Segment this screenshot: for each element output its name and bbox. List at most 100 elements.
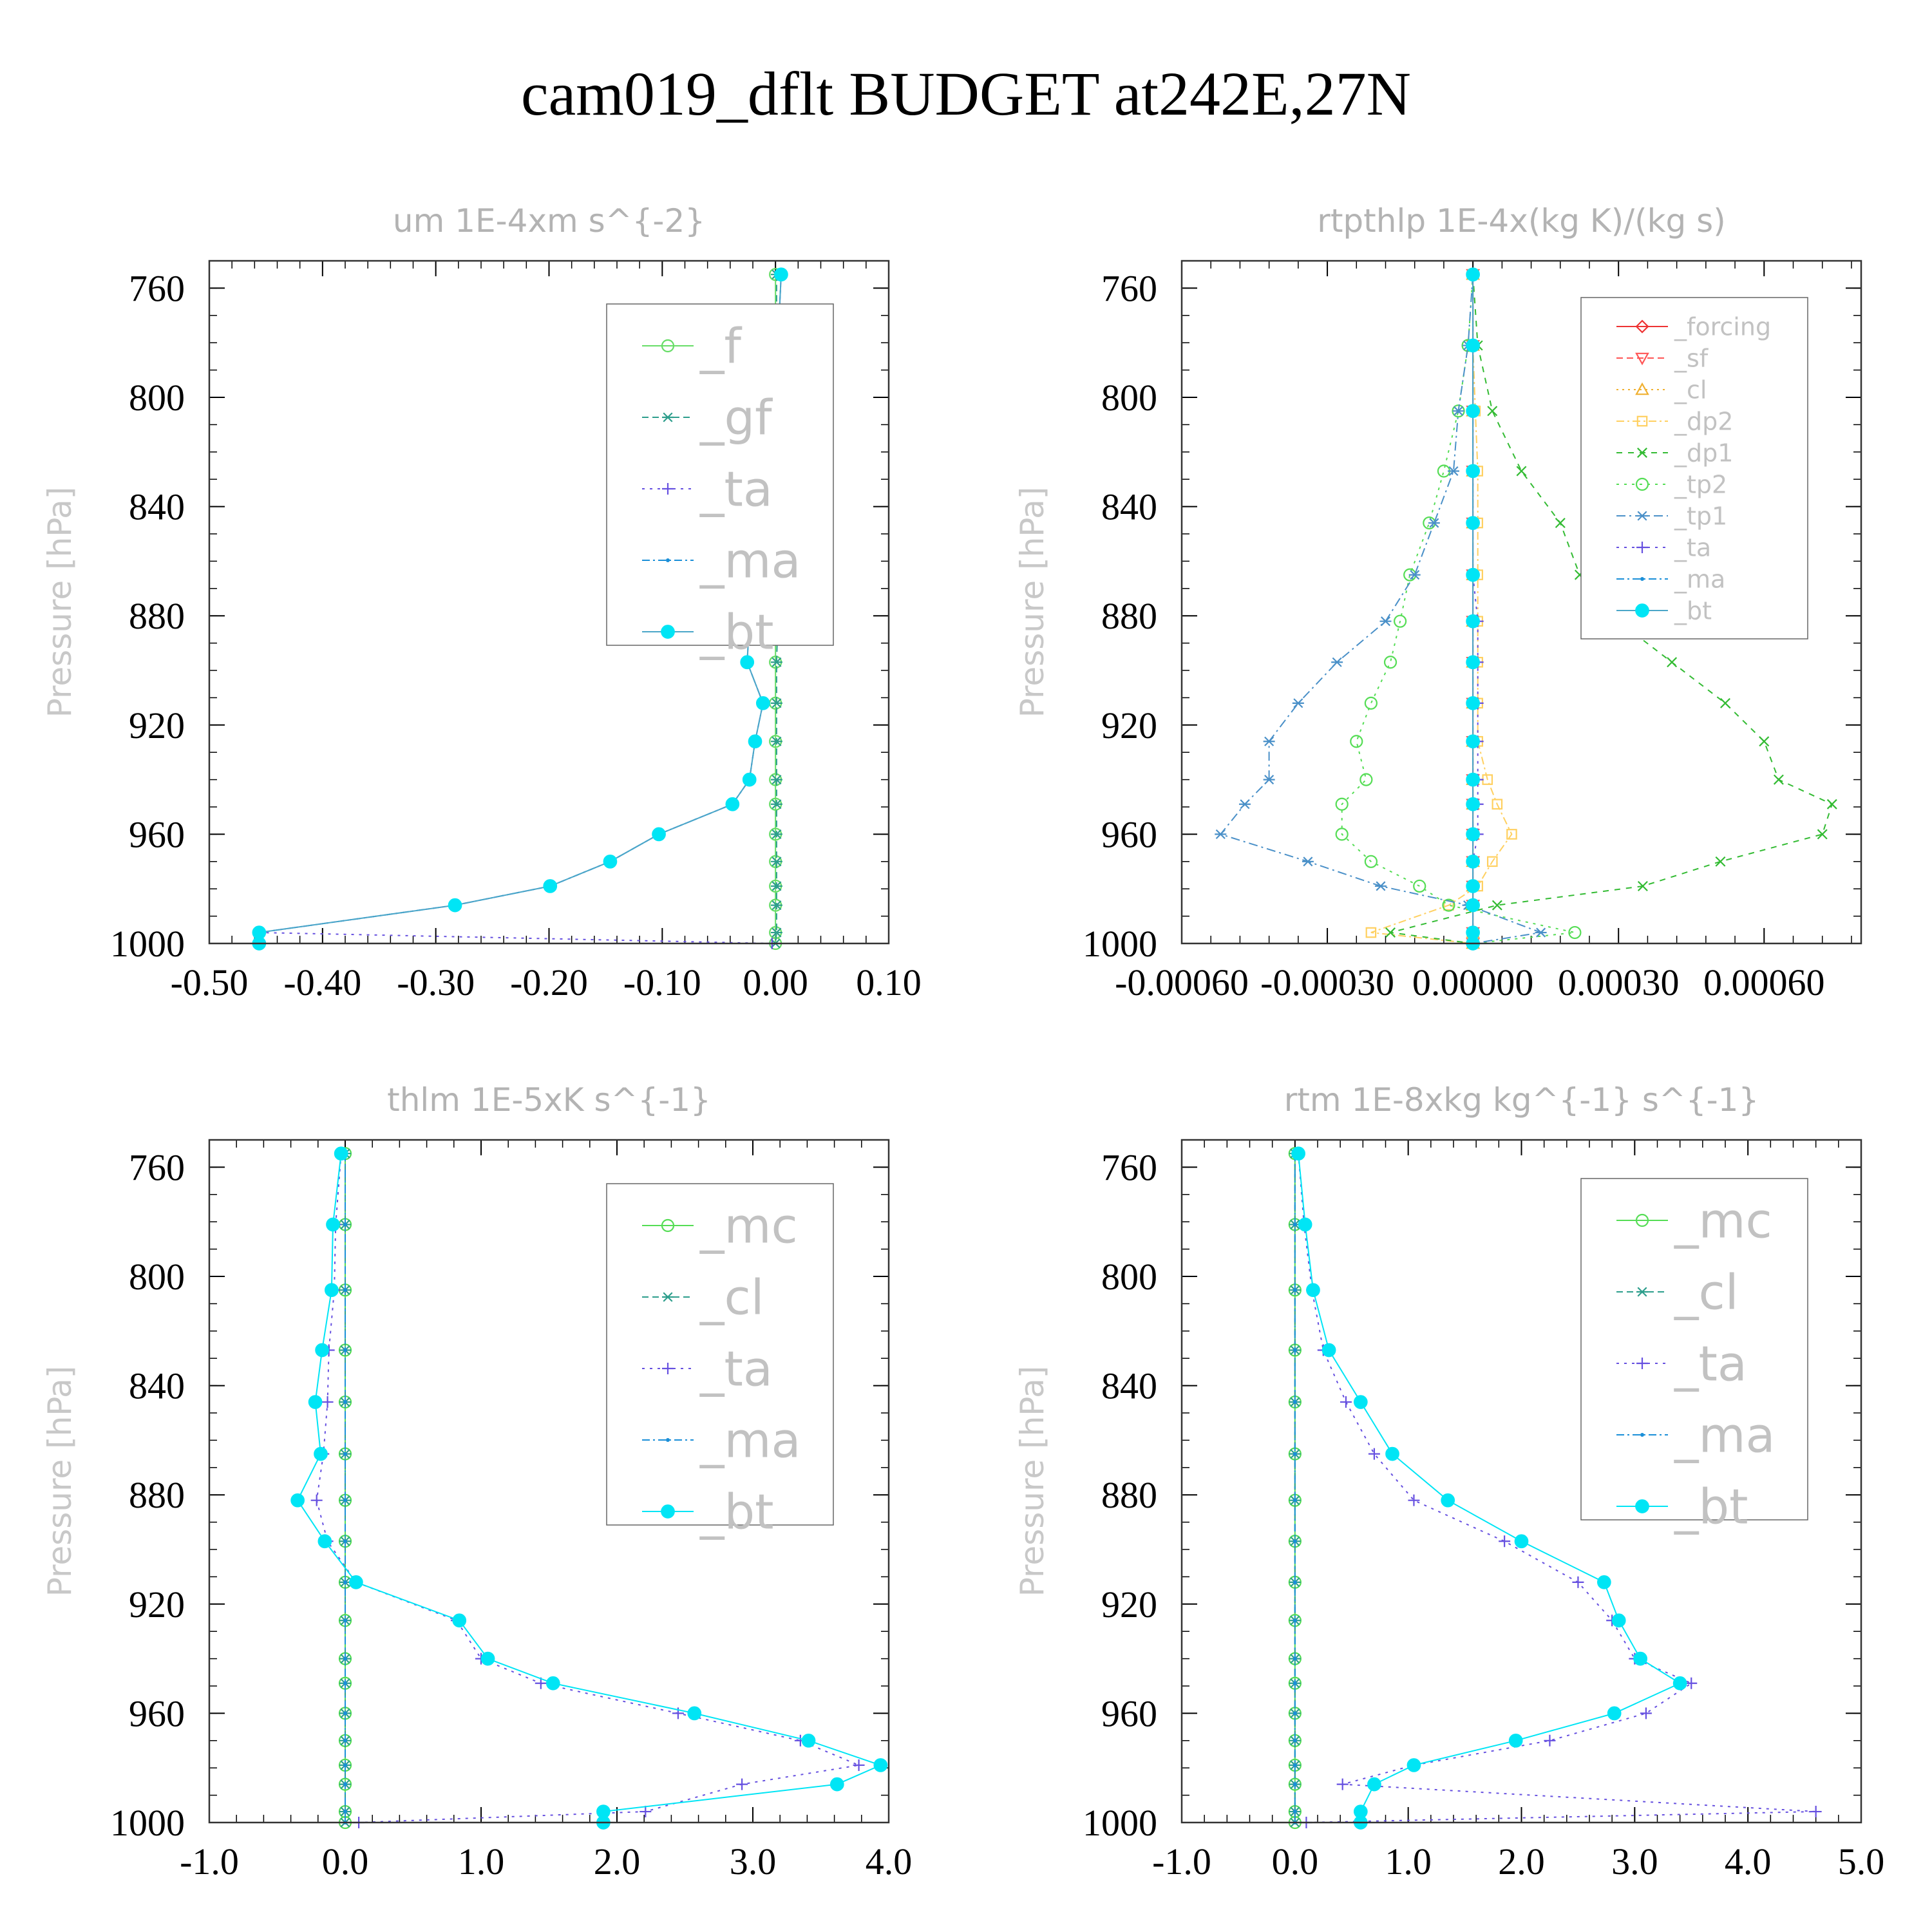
y-tick-label: 960 <box>129 1692 185 1734</box>
data-point <box>1302 857 1314 867</box>
data-point <box>326 1217 340 1232</box>
x-tick-label: -1.0 <box>180 1841 239 1882</box>
panel-title: um 1E-4xm s^{-2} <box>393 202 705 240</box>
data-point <box>321 1396 334 1408</box>
data-point <box>1685 1677 1698 1689</box>
data-point <box>1293 1738 1297 1743</box>
panels: um 1E-4xm s^{-2} Pressure [hPa] -0.50 -0.40… <box>41 202 1884 1882</box>
data-point <box>343 1763 347 1767</box>
data-point <box>1535 927 1547 938</box>
x-tick-label: 0.00000 <box>1412 961 1534 1003</box>
legend-box <box>606 1183 834 1526</box>
data-point <box>1293 1400 1297 1405</box>
data-point <box>1408 570 1421 580</box>
data-point <box>1441 1493 1455 1508</box>
data-point <box>1667 657 1678 668</box>
data-point <box>343 1782 347 1786</box>
legend-box <box>1580 297 1808 639</box>
data-point <box>1336 1778 1349 1790</box>
y-tick-label: 760 <box>129 1146 185 1188</box>
y-tick-label: 960 <box>1101 1692 1157 1734</box>
legend-marker <box>1635 477 1649 491</box>
data-point <box>1487 406 1498 417</box>
legend-marker <box>1636 1358 1648 1369</box>
data-point <box>343 1580 347 1584</box>
data-point <box>603 854 618 869</box>
data-point <box>1611 1613 1626 1628</box>
legend-entry-ma: _ma <box>642 1412 801 1468</box>
data-point <box>770 900 782 911</box>
data-point <box>1428 518 1440 528</box>
data-point <box>343 1288 347 1293</box>
legend-entry-ta: _ta <box>642 1340 773 1397</box>
data-point <box>543 879 558 893</box>
data-point <box>770 927 782 938</box>
data-point <box>1466 772 1480 787</box>
legend-label: _ta <box>699 1340 773 1397</box>
y-tick-label: 840 <box>129 486 185 528</box>
x-tick-label: 3.0 <box>730 1841 777 1882</box>
series-bt <box>290 1146 888 1830</box>
legend-label: _sf <box>1674 344 1709 372</box>
data-point <box>1448 466 1459 477</box>
data-point <box>1492 900 1502 911</box>
data-point <box>1466 267 1480 282</box>
y-tick-label: 1000 <box>110 1802 185 1844</box>
data-point <box>1506 829 1517 840</box>
data-point <box>334 1146 348 1161</box>
data-point <box>1466 655 1480 670</box>
data-point <box>1385 927 1396 938</box>
y-tick-label: 840 <box>129 1365 185 1407</box>
chart-panel-4: rtm 1E-8xkg kg^{-1} s^{-1} Pressure [hPa]… <box>1014 1081 1884 1882</box>
legend-label: _bt <box>699 603 774 660</box>
legend-entry-bt: _bt <box>642 1483 774 1540</box>
legend-marker <box>666 1438 670 1442</box>
legend-label: _ma <box>699 532 801 589</box>
data-point <box>343 1656 347 1661</box>
data-point <box>1637 880 1648 891</box>
legend-label: _ta <box>699 460 773 517</box>
x-tick-label: 5.0 <box>1838 1841 1885 1882</box>
data-point <box>1640 1707 1652 1719</box>
y-tick-label: 920 <box>1101 705 1157 746</box>
legend-label: _cl <box>1674 375 1707 404</box>
data-point <box>1293 1288 1297 1293</box>
data-point <box>770 881 782 891</box>
data-point <box>1306 1283 1320 1298</box>
legend-marker <box>1640 1433 1644 1437</box>
data-point <box>1759 736 1770 747</box>
y-tick-label: 800 <box>129 377 185 419</box>
data-point <box>770 775 782 785</box>
panel-title: rtm 1E-8xkg kg^{-1} s^{-1} <box>1284 1081 1759 1119</box>
data-point <box>1263 775 1275 785</box>
legend-label: _forcing <box>1674 312 1771 341</box>
data-point <box>349 1575 363 1589</box>
data-point <box>1293 1763 1297 1767</box>
legend-marker <box>662 483 674 495</box>
data-point <box>639 1806 652 1818</box>
data-point <box>325 1283 339 1298</box>
x-tick-label: 3.0 <box>1611 1841 1658 1882</box>
data-point <box>343 1498 347 1502</box>
data-point <box>1238 799 1251 810</box>
data-point <box>1572 1576 1584 1588</box>
legend-marker <box>1635 319 1649 334</box>
legend-entry-f: _f <box>642 317 743 374</box>
legend-marker <box>1635 1213 1649 1227</box>
legend-entry-ta: _ta <box>642 460 773 517</box>
data-point <box>1466 464 1480 478</box>
data-point <box>1672 1676 1687 1690</box>
data-point <box>290 1493 305 1508</box>
legend-entry-ma: _ma <box>1616 565 1725 593</box>
data-point <box>1292 698 1304 708</box>
data-point <box>448 898 462 913</box>
figure-title: cam019_dflt BUDGET at242E,27N <box>521 59 1411 128</box>
y-tick-label: 800 <box>129 1256 185 1298</box>
x-tick-label: 2.0 <box>594 1841 641 1882</box>
legend: _mc _cl _ta _ma _bt <box>1580 1178 1808 1535</box>
legend-label: _bt <box>699 1483 774 1540</box>
data-point <box>343 1222 347 1227</box>
legend-label: _f <box>699 317 743 374</box>
y-tick-label: 760 <box>1101 1146 1157 1188</box>
x-tick-label: 1.0 <box>1385 1841 1432 1882</box>
